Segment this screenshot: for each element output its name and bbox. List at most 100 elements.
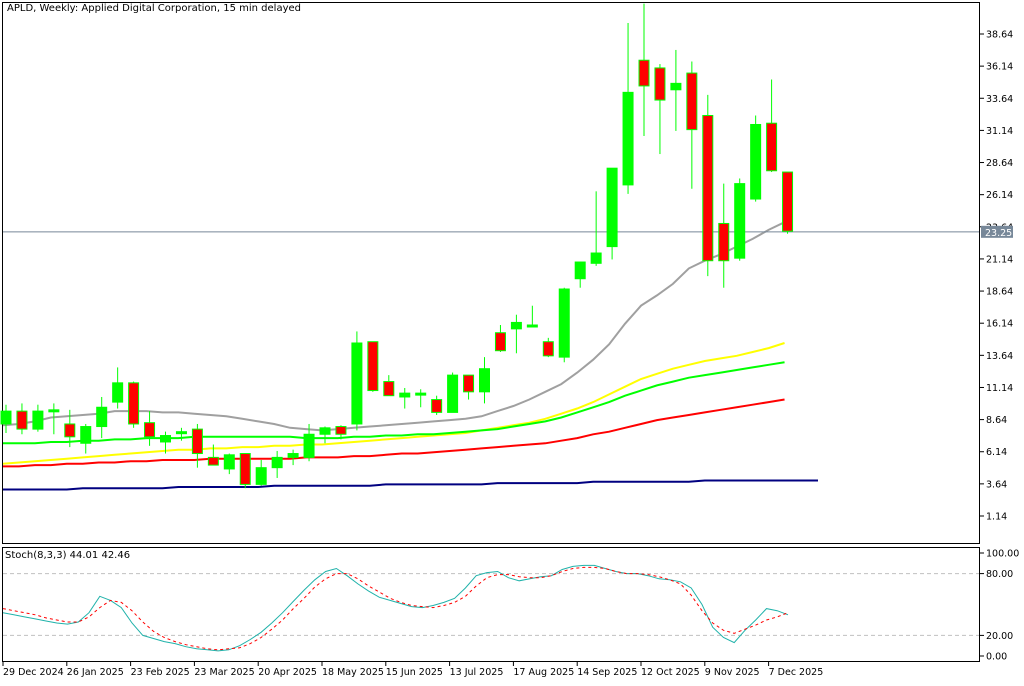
- moving-average-line: [3, 361, 785, 445]
- stoch-tick-label: 20.00: [986, 631, 1013, 642]
- candle: [654, 64, 666, 155]
- candle: [287, 449, 299, 466]
- candle: [526, 305, 538, 328]
- time-tick-label: 29 Dec 2024: [3, 667, 64, 678]
- time-axis[interactable]: 29 Dec 2024 26 Jan 2025 23 Feb 2025 23 Mar …: [2, 662, 824, 678]
- candle: [558, 287, 570, 363]
- stoch-axis[interactable]: 100.00 80.00 20.00 0.00: [980, 549, 1019, 663]
- candle: [303, 423, 315, 462]
- candle: [128, 381, 140, 428]
- candle: [542, 337, 554, 358]
- candle: [319, 426, 331, 444]
- candle: [479, 357, 490, 404]
- candle: [718, 183, 730, 288]
- candle: [239, 453, 251, 489]
- candle: [399, 387, 411, 409]
- price-tick-label: 8.64: [986, 415, 1007, 426]
- candle: [702, 94, 714, 277]
- price-tick-label: 36.14: [986, 62, 1013, 73]
- candle: [622, 22, 634, 194]
- candle: [383, 375, 395, 397]
- candle: [367, 341, 379, 392]
- chart-title: APLD, Weekly: Applied Digital Corporatio…: [7, 3, 301, 14]
- price-tick-label: 3.64: [986, 479, 1007, 490]
- candle: [574, 261, 586, 288]
- moving-average-line: [3, 398, 785, 468]
- stochastic-lines: [2, 564, 789, 652]
- candle: [64, 409, 76, 448]
- moving-averages: [2, 221, 818, 491]
- time-tick-label: 18 May 2025: [322, 667, 384, 678]
- time-tick-label: 26 Jan 2025: [67, 667, 124, 678]
- stoch-main-line: [2, 564, 789, 652]
- time-tick-label: 13 Jul 2025: [450, 667, 504, 678]
- candle: [782, 171, 794, 234]
- candle: [207, 444, 219, 466]
- current-price-label: 23.25: [985, 228, 1012, 239]
- candle: [670, 49, 682, 131]
- candle: [271, 450, 283, 478]
- price-tick-label: 38.64: [986, 30, 1013, 41]
- price-tick-label: 28.64: [986, 158, 1013, 169]
- candle: [175, 427, 187, 441]
- candle: [96, 396, 108, 439]
- price-axis[interactable]: 38.6436.1433.6431.1428.6426.1423.6421.14…: [980, 30, 1013, 523]
- candle: [16, 403, 28, 435]
- candle: [335, 425, 347, 440]
- time-tick-label: 20 Apr 2025: [258, 667, 317, 678]
- time-tick-label: 14 Sep 2025: [577, 667, 637, 678]
- candle: [750, 115, 762, 202]
- candle: [638, 3, 650, 137]
- candle: [48, 403, 60, 435]
- moving-average-line: [2, 342, 785, 465]
- candle: [32, 404, 44, 432]
- current-price-badge: [981, 225, 1013, 238]
- time-tick-label: 9 Nov 2025: [705, 667, 760, 678]
- candle: [255, 459, 267, 486]
- candle: [606, 167, 618, 260]
- time-tick-label: 23 Mar 2025: [194, 667, 254, 678]
- candle: [80, 423, 92, 454]
- stoch-panel-frame: [2, 547, 980, 662]
- time-tick-label: 15 Jun 2025: [386, 667, 443, 678]
- candle: [160, 431, 171, 454]
- candle: [447, 372, 459, 413]
- candle: [191, 423, 203, 468]
- candle: [686, 61, 698, 189]
- time-tick-label: 17 Aug 2025: [513, 667, 574, 678]
- price-tick-label: 13.64: [986, 351, 1013, 362]
- stoch-tick-label: 100.00: [986, 549, 1019, 560]
- candle: [415, 389, 427, 408]
- stoch-levels: [3, 573, 979, 636]
- candle: [431, 395, 443, 415]
- candle: [351, 331, 363, 431]
- stoch-indicator-title: Stoch(8,3,3) 44.01 42.46: [5, 550, 131, 561]
- candlesticks: [0, 3, 794, 489]
- price-tick-label: 33.64: [986, 94, 1013, 105]
- price-tick-label: 18.64: [986, 287, 1013, 298]
- candle: [766, 79, 778, 173]
- price-tick-label: 21.14: [986, 254, 1013, 265]
- price-tick-label: 26.14: [986, 190, 1013, 201]
- price-tick-label: 6.14: [986, 447, 1007, 458]
- price-tick-label: 16.14: [986, 319, 1013, 330]
- stoch-tick-label: 0.00: [986, 652, 1007, 663]
- candle: [590, 191, 602, 266]
- candle: [510, 314, 522, 354]
- moving-average-line: [3, 479, 818, 491]
- candle: [112, 367, 124, 409]
- price-tick-label: 11.14: [986, 383, 1013, 394]
- candle: [734, 178, 746, 261]
- candle: [0, 404, 12, 433]
- time-tick-label: 7 Dec 2025: [769, 667, 824, 678]
- price-tick-label: 31.14: [986, 126, 1013, 137]
- time-tick-label: 12 Oct 2025: [641, 667, 700, 678]
- main-panel-frame: [2, 2, 980, 544]
- candle: [463, 374, 475, 400]
- price-tick-label: 1.14: [986, 512, 1007, 523]
- candle: [144, 411, 156, 446]
- time-tick-label: 23 Feb 2025: [131, 667, 190, 678]
- candle: [494, 324, 506, 352]
